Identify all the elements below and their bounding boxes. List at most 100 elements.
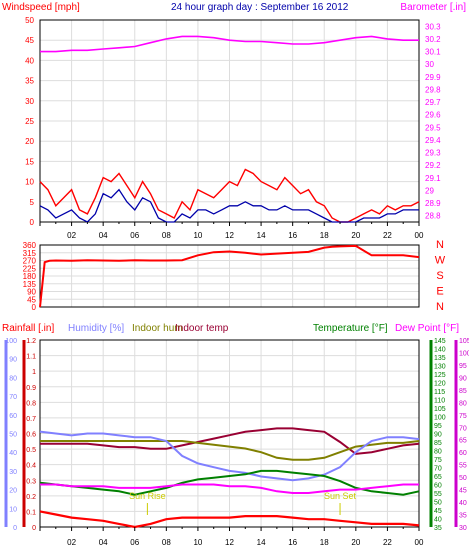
wind-tick-label: 15 <box>25 157 34 166</box>
legend-entry: Indoor hum <box>132 323 183 334</box>
baro-tick-label: 28.9 <box>425 199 441 208</box>
temperature-tick-label: 110 <box>434 398 445 405</box>
rain-tick-label: 0 <box>32 525 36 532</box>
compass-label: N <box>436 239 444 251</box>
wind-panel-xtick-label: 14 <box>257 231 266 240</box>
temperature-tick-label: 100 <box>434 415 446 422</box>
wind-tick-label: 45 <box>25 36 34 45</box>
humidity-tick-label: 40 <box>9 450 17 457</box>
temperature-tick-label: 70 <box>434 466 442 473</box>
baro-tick-label: 29.5 <box>425 123 441 132</box>
temp-panel-xtick-label: 22 <box>383 538 392 547</box>
rain-tick-label: 0.8 <box>26 400 36 407</box>
compass-label: S <box>436 270 443 282</box>
temperature-tick-label: 95 <box>434 423 442 430</box>
temperature-tick-label: 35 <box>434 525 442 532</box>
wind-tick-label: 25 <box>25 117 34 126</box>
rain-tick-label: 1.2 <box>26 338 36 345</box>
rain-tick-label: 0.4 <box>26 463 36 470</box>
baro-tick-label: 29.8 <box>425 85 441 94</box>
temperature-tick-label: 145 <box>434 338 446 345</box>
rain-tick-label: 1 <box>32 369 36 376</box>
temp-panel-xtick-label: 08 <box>162 538 171 547</box>
legend-entry: Rainfall [.in] <box>2 323 54 334</box>
temperature-tick-label: 105 <box>434 406 446 413</box>
rain-tick-label: 0.6 <box>26 432 36 439</box>
temp-panel-xtick-label: 20 <box>351 538 360 547</box>
direction-tick-label: 180 <box>23 272 37 281</box>
direction-tick-label: 45 <box>27 295 36 304</box>
temperature-tick-label: 40 <box>434 517 442 524</box>
temp-panel-xtick-label: 00 <box>415 538 424 547</box>
wind-tick-label: 50 <box>25 16 34 25</box>
wind-panel-xtick-label: 04 <box>99 231 108 240</box>
temp-panel-xtick-label: 04 <box>99 538 108 547</box>
direction-tick-label: 0 <box>32 303 37 312</box>
temperature-tick-label: 45 <box>434 508 442 515</box>
temperature-tick-label: 75 <box>434 457 442 464</box>
humidity-tick-label: 90 <box>9 357 17 364</box>
wind-tick-label: 0 <box>30 218 35 227</box>
humidity-tick-label: 50 <box>9 432 17 439</box>
wind-tick-label: 35 <box>25 77 34 86</box>
baro-tick-label: 29.3 <box>425 149 441 158</box>
rain-tick-label: 0.3 <box>26 478 36 485</box>
legend-entry: Temperature [°F] <box>313 323 388 334</box>
dewpoint-tick-label: 70 <box>459 425 467 432</box>
wind-tick-label: 5 <box>30 198 35 207</box>
dewpoint-tick-label: 80 <box>459 400 467 407</box>
baro-tick-label: 29.1 <box>425 174 441 183</box>
dewpoint-tick-label: 60 <box>459 450 467 457</box>
wind-panel-xtick-label: 10 <box>193 231 202 240</box>
direction-tick-label: 315 <box>23 249 37 258</box>
indoor-hum-line <box>40 440 420 461</box>
dewpoint-tick-label: 45 <box>459 488 467 495</box>
temperature-tick-label: 60 <box>434 483 442 490</box>
temp-panel-xtick-label: 10 <box>193 538 202 547</box>
humidity-tick-label: 10 <box>9 506 17 513</box>
temperature-tick-label: 130 <box>434 364 446 371</box>
wind-axis-title: Windspeed [mph] <box>2 2 80 13</box>
wind-tick-label: 10 <box>25 178 34 187</box>
dewpoint-tick-label: 95 <box>459 363 467 370</box>
baro-tick-label: 29.7 <box>425 98 441 107</box>
temperature-tick-label: 120 <box>434 381 446 388</box>
wind-panel-xtick-label: 08 <box>162 231 171 240</box>
dewpoint-line <box>40 483 419 494</box>
humidity-tick-label: 100 <box>5 338 17 345</box>
dewpoint-tick-label: 65 <box>459 438 467 445</box>
dewpoint-tick-label: 90 <box>459 375 467 382</box>
rain-tick-label: 0.9 <box>26 385 36 392</box>
rain-tick-label: 0.7 <box>26 416 36 423</box>
wind-panel-xtick-label: 16 <box>288 231 297 240</box>
dewpoint-tick-label: 50 <box>459 475 467 482</box>
temp-panel-xtick-label: 14 <box>257 538 266 547</box>
direction-tick-label: 270 <box>23 257 37 266</box>
temperature-tick-label: 115 <box>434 389 445 396</box>
legend-entry: Humidity [%] <box>68 323 124 334</box>
humidity-tick-label: 60 <box>9 413 17 420</box>
baro-tick-label: 29.6 <box>425 111 441 120</box>
wind-tick-label: 30 <box>25 97 34 106</box>
dewpoint-tick-label: 75 <box>459 413 467 420</box>
barometer-line <box>40 35 419 53</box>
temp-panel-xtick-label: 12 <box>225 538 234 547</box>
rain-tick-label: 0.2 <box>26 494 36 501</box>
wind-tick-label: 40 <box>25 56 34 65</box>
humidity-tick-label: 70 <box>9 394 17 401</box>
temp-panel-xtick-label: 16 <box>288 538 297 547</box>
direction-tick-label: 360 <box>23 241 37 250</box>
baro-tick-label: 30.2 <box>425 35 441 44</box>
temperature-tick-label: 135 <box>434 355 446 362</box>
temp-panel-xtick-label: 02 <box>67 538 76 547</box>
temperature-line <box>39 469 420 496</box>
wind-gust-line <box>39 168 420 223</box>
direction-tick-label: 135 <box>23 280 37 289</box>
wind-direction-line <box>39 244 420 308</box>
humidity-tick-label: 20 <box>9 488 17 495</box>
temp-panel-xtick-label: 18 <box>320 538 329 547</box>
wind-panel-xtick-label: 00 <box>415 231 424 240</box>
chart-title: 24 hour graph day : September 16 2012 <box>171 2 349 13</box>
compass-label: N <box>436 301 444 313</box>
rain-tick-label: 1.1 <box>26 354 36 361</box>
